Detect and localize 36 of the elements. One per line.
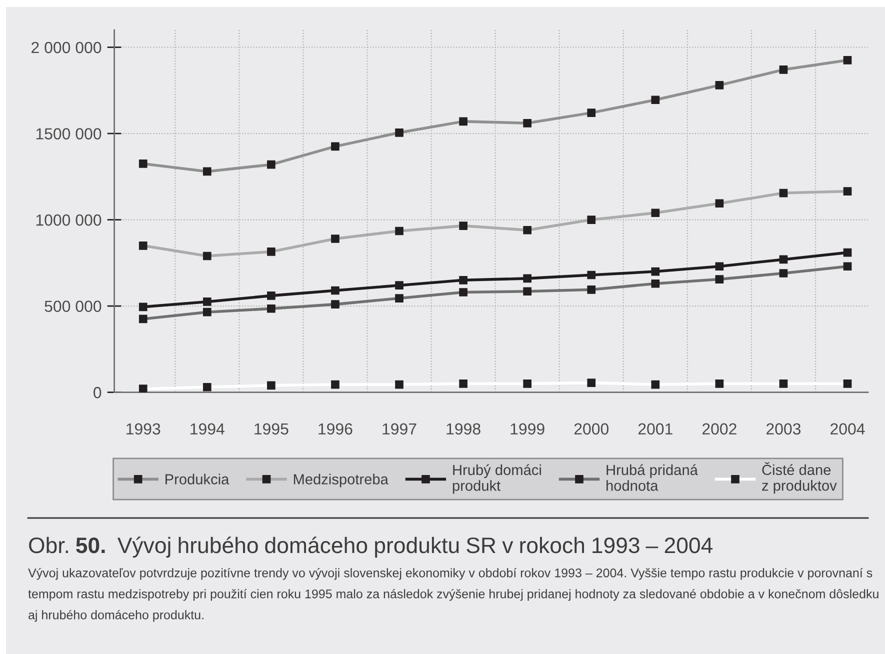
y-tick-label: 2 000 000 [32, 42, 102, 54]
x-tick-label: 2000 [574, 423, 609, 435]
point [843, 248, 852, 257]
point [651, 267, 660, 276]
x-tick-label: 2003 [766, 423, 801, 435]
x-tick-label: 2002 [702, 423, 736, 435]
x-tick-label: 1994 [190, 423, 224, 435]
legend-label: Medzispotreba [294, 474, 388, 488]
point [459, 276, 468, 284]
point [523, 274, 532, 283]
x-tick-label: 1993 [126, 423, 160, 435]
x-tick-label: 1997 [382, 423, 416, 435]
point [587, 270, 596, 280]
legend-label: Hrubá pridaná hodnota [606, 464, 698, 491]
legend-label: Produkcia [166, 474, 230, 484]
chart-title: Obr. 50. Vývoj hrubého domáceho produktu SR v rokoch 1993 – 2004 [29, 536, 713, 558]
point [202, 298, 212, 306]
x-tick-label: 1998 [446, 423, 480, 435]
legend-label: Čisté dane z produktov [762, 462, 837, 494]
x-tick-label: 1999 [510, 423, 544, 435]
point [715, 262, 724, 271]
x-tick-label: 2001 [638, 423, 672, 435]
point [138, 302, 148, 312]
text: Vývoj ukazovateľov potvrdzuje pozitívne trendy vo vývoji slovenskej ekonomiky v období rokov 1993 – 2004. Vyššie tempo rastu produkcie v porovnaní s tempom rastu medzispotreby pri použití cien roku 1995 malo za následok zvýšenie hrubej pridanej hodnoty za sledované obdobie a v konečnom dôsledku aj hrubého domáceho produktu. [28, 568, 878, 622]
x-tick-label: 2004 [830, 423, 865, 435]
y-tick-label: 1500 000 [36, 128, 102, 140]
y-tick-label: 0 [94, 386, 102, 398]
y-tick-label: 1000 000 [36, 214, 102, 226]
x-tick-label: 1996 [318, 423, 352, 435]
x-tick-label: 1995 [254, 423, 288, 435]
y-tick-label: 500 000 [44, 300, 102, 312]
legend-label: Hrubý domáci produkt [452, 464, 541, 494]
point [779, 255, 788, 264]
point [331, 286, 340, 295]
point [267, 292, 276, 300]
point [395, 281, 404, 290]
